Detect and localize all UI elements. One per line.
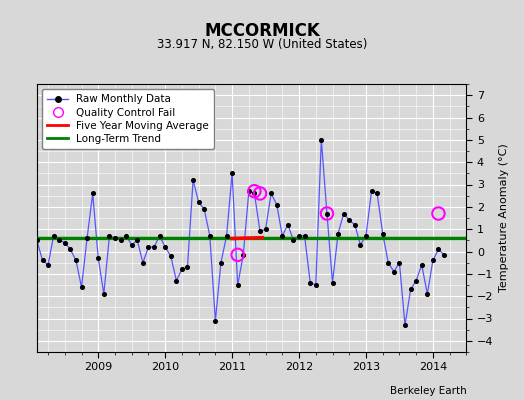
Point — [440, 252, 448, 258]
Point — [189, 177, 197, 183]
Point — [362, 233, 370, 239]
Point — [32, 237, 41, 244]
Point — [384, 260, 392, 266]
Point — [156, 233, 164, 239]
Point — [278, 233, 287, 239]
Point — [340, 210, 348, 217]
Point — [217, 260, 225, 266]
Point — [312, 282, 320, 288]
Point — [351, 222, 359, 228]
Point — [378, 230, 387, 237]
Y-axis label: Temperature Anomaly (°C): Temperature Anomaly (°C) — [499, 144, 509, 292]
Point — [94, 255, 103, 262]
Point — [194, 199, 203, 206]
Point — [401, 322, 409, 328]
Point — [367, 188, 376, 194]
Point — [334, 230, 342, 237]
Point — [323, 210, 331, 217]
Point — [323, 210, 331, 217]
Point — [272, 201, 281, 208]
Point — [250, 188, 258, 194]
Point — [434, 210, 443, 217]
Point — [295, 233, 303, 239]
Point — [161, 244, 169, 250]
Point — [144, 244, 152, 250]
Point — [317, 137, 325, 143]
Point — [83, 235, 91, 241]
Point — [239, 252, 247, 258]
Point — [183, 264, 192, 270]
Point — [167, 253, 175, 259]
Point — [390, 268, 398, 275]
Point — [222, 233, 231, 239]
Point — [234, 282, 242, 288]
Point — [434, 246, 443, 252]
Point — [133, 237, 141, 244]
Legend: Raw Monthly Data, Quality Control Fail, Five Year Moving Average, Long-Term Tren: Raw Monthly Data, Quality Control Fail, … — [42, 89, 214, 149]
Point — [395, 260, 403, 266]
Point — [261, 226, 270, 232]
Point — [289, 237, 298, 244]
Point — [105, 233, 114, 239]
Point — [139, 260, 147, 266]
Point — [306, 280, 314, 286]
Point — [407, 286, 415, 293]
Text: Berkeley Earth: Berkeley Earth — [390, 386, 466, 396]
Point — [228, 170, 236, 176]
Point — [66, 246, 74, 252]
Point — [256, 228, 264, 234]
Point — [200, 206, 209, 212]
Point — [423, 291, 432, 297]
Point — [205, 233, 214, 239]
Point — [178, 266, 186, 272]
Point — [78, 284, 86, 290]
Point — [55, 237, 63, 244]
Point — [49, 233, 58, 239]
Point — [373, 190, 381, 197]
Point — [356, 242, 365, 248]
Point — [211, 318, 220, 324]
Point — [256, 190, 264, 197]
Point — [38, 257, 47, 264]
Point — [345, 217, 353, 224]
Point — [245, 188, 253, 194]
Point — [127, 242, 136, 248]
Point — [61, 239, 69, 246]
Point — [100, 291, 108, 297]
Point — [122, 233, 130, 239]
Point — [283, 222, 292, 228]
Point — [72, 257, 80, 264]
Point — [89, 190, 97, 197]
Point — [250, 190, 258, 197]
Point — [111, 235, 119, 241]
Point — [172, 277, 181, 284]
Point — [300, 233, 309, 239]
Point — [27, 192, 36, 199]
Point — [418, 262, 426, 268]
Text: MCCORMICK: MCCORMICK — [204, 22, 320, 40]
Point — [412, 277, 420, 284]
Point — [329, 280, 337, 286]
Point — [267, 190, 275, 197]
Point — [150, 244, 158, 250]
Text: 33.917 N, 82.150 W (United States): 33.917 N, 82.150 W (United States) — [157, 38, 367, 51]
Point — [234, 252, 242, 258]
Point — [116, 237, 125, 244]
Point — [44, 262, 52, 268]
Point — [429, 257, 437, 264]
